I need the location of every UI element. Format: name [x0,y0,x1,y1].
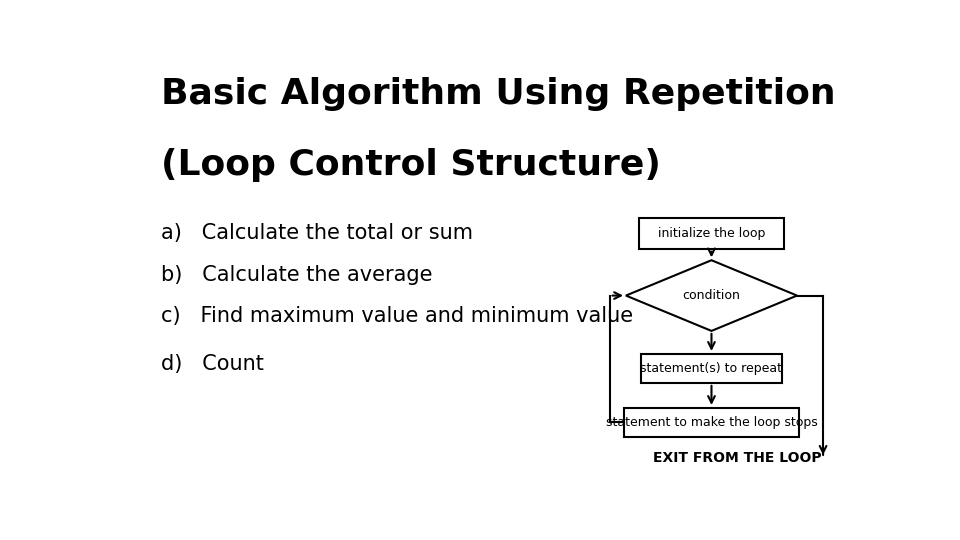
Text: Basic Algorithm Using Repetition: Basic Algorithm Using Repetition [161,77,835,111]
Text: a)   Calculate the total or sum: a) Calculate the total or sum [161,223,473,243]
Text: b)   Calculate the average: b) Calculate the average [161,265,432,285]
Text: statement(s) to repeat: statement(s) to repeat [640,362,782,375]
FancyBboxPatch shape [639,218,784,249]
Text: c)   Find maximum value and minimum value: c) Find maximum value and minimum value [161,306,633,326]
FancyBboxPatch shape [624,408,799,437]
Text: condition: condition [683,289,740,302]
Text: EXIT FROM THE LOOP: EXIT FROM THE LOOP [653,451,822,465]
Polygon shape [626,260,797,331]
Text: (Loop Control Structure): (Loop Control Structure) [161,148,660,182]
Text: initialize the loop: initialize the loop [658,227,765,240]
Text: d)   Count: d) Count [161,354,264,374]
FancyBboxPatch shape [641,354,782,383]
Text: statement to make the loop stops: statement to make the loop stops [606,416,817,429]
